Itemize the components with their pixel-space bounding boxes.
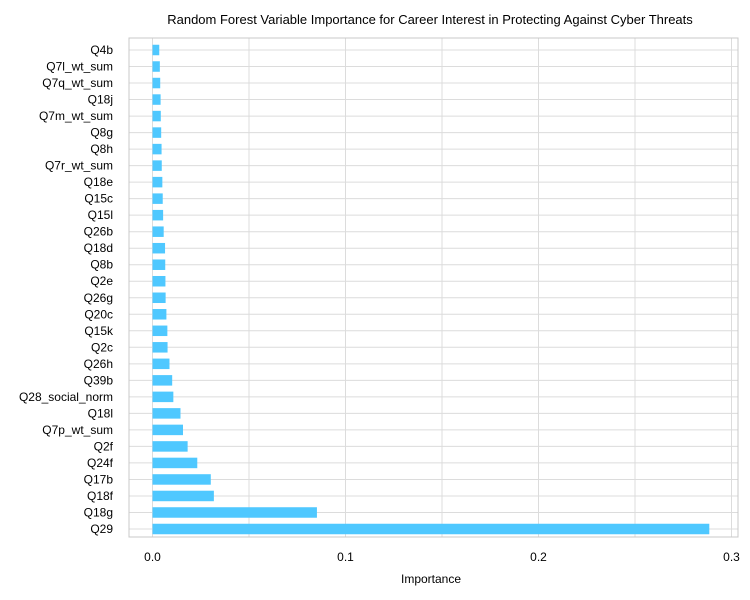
y-tick-label: Q18f: [87, 489, 114, 503]
y-tick-label: Q7q_wt_sum: [42, 76, 113, 90]
grid: [129, 38, 738, 537]
bar: [152, 441, 188, 452]
bar: [152, 457, 198, 469]
bar: [152, 292, 166, 304]
bar: [152, 523, 710, 535]
bar: [152, 110, 161, 122]
y-tick-label: Q2f: [94, 439, 114, 453]
bar: [152, 143, 162, 155]
plot-panel: [128, 37, 739, 538]
x-tick-label: 0.3: [723, 550, 740, 564]
y-axis-labels: Q4b Q7l_wt_sum Q7q_wt_sum Q18j Q7m_wt_sum Q8g…: [19, 43, 114, 536]
bar: [152, 275, 166, 287]
y-tick-label: Q29: [90, 522, 113, 536]
bar: [152, 408, 181, 419]
x-tick-label: 0.2: [530, 550, 547, 564]
bar: [152, 490, 214, 502]
y-tick-label: Q20c: [84, 307, 113, 321]
y-tick-label: Q15l: [88, 208, 113, 222]
x-tick-label: 0.0: [144, 550, 161, 564]
bar: [152, 391, 174, 403]
bar: [152, 242, 166, 254]
y-tick-label: Q8b: [90, 258, 113, 272]
bar: [152, 226, 164, 237]
y-tick-label: Q26b: [84, 225, 114, 239]
y-tick-label: Q8g: [90, 126, 113, 140]
x-axis-title: Importance: [401, 572, 461, 586]
y-tick-label: Q17b: [84, 472, 114, 486]
bar: [152, 375, 173, 386]
bar: [152, 94, 161, 105]
y-tick-label: Q15k: [84, 324, 114, 338]
y-tick-label: Q7l_wt_sum: [46, 60, 113, 74]
x-axis-labels: 0.0 0.1 0.2 0.3: [144, 550, 740, 564]
y-tick-label: Q2e: [90, 274, 113, 288]
y-tick-label: Q4b: [90, 43, 113, 57]
bar: [152, 193, 163, 204]
bar: [152, 507, 317, 518]
y-tick-label: Q18j: [88, 93, 113, 107]
bar: [152, 342, 168, 353]
y-tick-label: Q7r_wt_sum: [45, 159, 113, 173]
bars: [152, 44, 710, 535]
y-tick-label: Q2c: [91, 340, 113, 354]
y-tick-label: Q15c: [84, 192, 113, 206]
y-tick-label: Q7p_wt_sum: [42, 423, 113, 437]
bar: [152, 358, 170, 370]
bar: [152, 77, 161, 89]
bar: [152, 309, 167, 320]
y-tick-label: Q26g: [84, 291, 113, 305]
bar: [152, 176, 163, 188]
y-tick-label: Q7m_wt_sum: [39, 109, 113, 123]
y-tick-label: Q39b: [84, 373, 114, 387]
bar: [152, 259, 166, 270]
bar: [152, 325, 168, 337]
y-tick-label: Q8h: [90, 142, 113, 156]
bar: [152, 424, 183, 436]
y-tick-label: Q28_social_norm: [19, 390, 113, 404]
bar: [152, 127, 162, 138]
bar: [152, 44, 160, 56]
y-tick-label: Q18e: [84, 175, 114, 189]
chart-title: Random Forest Variable Importance for Ca…: [167, 12, 693, 27]
y-tick-label: Q26h: [84, 357, 113, 371]
bar: [152, 61, 160, 72]
bar: [152, 209, 164, 221]
bar: [152, 474, 211, 485]
y-tick-label: Q18g: [84, 505, 113, 519]
y-tick-label: Q24f: [87, 456, 114, 470]
y-tick-label: Q18d: [84, 241, 113, 255]
bar: [152, 160, 162, 171]
y-tick-label: Q18l: [88, 406, 113, 420]
x-tick-label: 0.1: [337, 550, 354, 564]
